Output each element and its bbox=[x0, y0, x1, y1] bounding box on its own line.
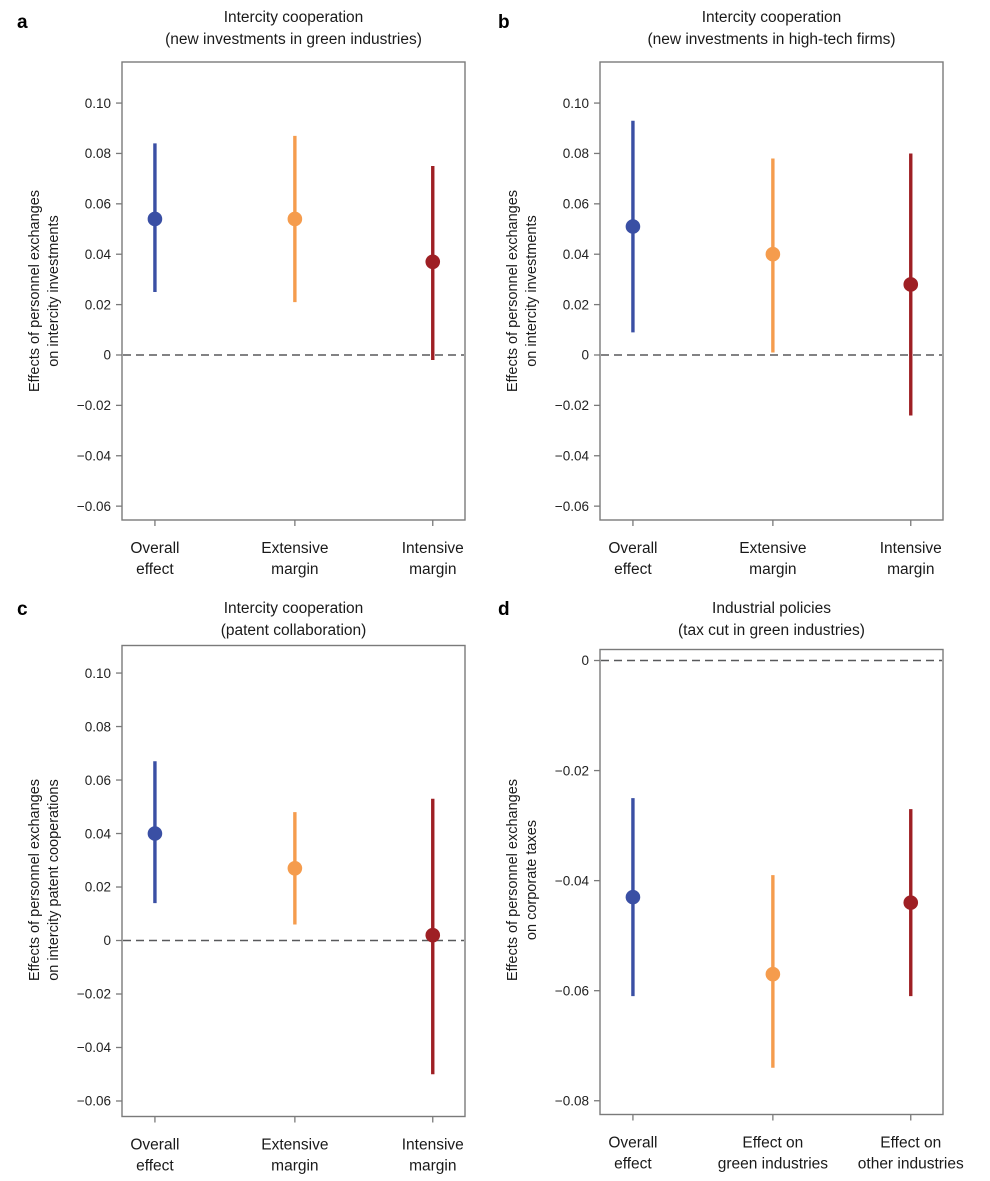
y-tick-label: 0.02 bbox=[85, 297, 111, 312]
y-tick-label: 0 bbox=[581, 653, 589, 668]
plot-box bbox=[599, 61, 944, 521]
y-tick-label: −0.02 bbox=[555, 763, 589, 778]
plot-box bbox=[121, 61, 466, 521]
y-tick-label: −0.06 bbox=[77, 1094, 111, 1109]
y-tick-label: 0.04 bbox=[563, 247, 590, 262]
point-estimate-red bbox=[425, 927, 441, 943]
y-tick-label: −0.02 bbox=[77, 987, 111, 1002]
x-category-label: Effect on green industries bbox=[718, 1135, 829, 1173]
panel-title-b-line1: Intercity cooperation bbox=[701, 9, 842, 26]
panel-title-d-line2: (tax cut in green industries) bbox=[678, 622, 865, 639]
y-tick-label: −0.02 bbox=[77, 398, 111, 413]
x-category-label: Intensive margin bbox=[880, 540, 942, 578]
point-estimate-orange bbox=[765, 246, 781, 262]
x-category-label: Extensive margin bbox=[261, 540, 328, 578]
x-category-label: Overall effect bbox=[130, 1137, 179, 1175]
y-tick-label: 0.06 bbox=[85, 773, 111, 788]
y-tick-label: 0.02 bbox=[85, 880, 111, 895]
x-category-label: Intensive margin bbox=[402, 1137, 464, 1175]
y-tick-label: 0.08 bbox=[85, 146, 111, 161]
point-estimate-blue bbox=[625, 219, 641, 234]
y-tick-label: 0.10 bbox=[85, 666, 111, 681]
panel-letter-d: d bbox=[498, 599, 510, 620]
point-estimate-orange bbox=[765, 966, 781, 982]
y-tick-label: 0.06 bbox=[85, 197, 111, 212]
point-estimate-orange bbox=[287, 211, 303, 227]
x-category-label: Effect on other industries bbox=[858, 1135, 964, 1173]
point-estimate-blue bbox=[147, 211, 163, 227]
panel-c: c Intercity cooperation (patent collabor… bbox=[0, 590, 495, 1181]
x-category-label: Extensive margin bbox=[739, 540, 806, 578]
y-tick-label: −0.04 bbox=[555, 873, 590, 888]
y-tick-label: 0.06 bbox=[563, 197, 589, 212]
panel-letter-c: c bbox=[17, 599, 28, 620]
x-category-label: Overall effect bbox=[608, 540, 657, 578]
y-tick-label: −0.06 bbox=[555, 499, 589, 514]
panel-d: d Industrial policies (tax cut in green … bbox=[495, 590, 990, 1181]
x-category-label: Extensive margin bbox=[261, 1137, 328, 1175]
y-tick-label: 0.08 bbox=[563, 146, 589, 161]
y-tick-label: −0.04 bbox=[555, 448, 590, 463]
y-tick-label: 0.04 bbox=[85, 826, 112, 841]
point-estimate-red bbox=[425, 254, 441, 270]
point-estimate-orange bbox=[287, 860, 303, 876]
y-tick-label: 0 bbox=[103, 348, 111, 363]
panel-a: a Intercity cooperation (new investments… bbox=[0, 0, 495, 590]
point-estimate-blue bbox=[625, 889, 641, 905]
panel-title-b-line2: (new investments in high-tech firms) bbox=[647, 31, 896, 48]
x-category-label: Overall effect bbox=[130, 540, 179, 578]
y-tick-label: 0.02 bbox=[563, 297, 589, 312]
y-tick-label: 0 bbox=[581, 348, 589, 363]
panel-title-d: Industrial policies (tax cut in green in… bbox=[600, 598, 943, 642]
panel-title-b: Intercity cooperation (new investments i… bbox=[600, 7, 943, 51]
panel-title-a: Intercity cooperation (new investments i… bbox=[122, 7, 465, 51]
point-estimate-blue bbox=[147, 826, 163, 841]
y-tick-label: −0.08 bbox=[555, 1093, 589, 1108]
point-estimate-red bbox=[903, 895, 919, 910]
x-category-label: Overall effect bbox=[608, 1135, 657, 1173]
y-tick-label: −0.06 bbox=[77, 499, 111, 514]
panel-title-d-line1: Industrial policies bbox=[712, 600, 831, 617]
plot-box bbox=[121, 644, 466, 1118]
plot-area-b: 0.10 0.08 0.06 0.04 0.02 0 −0.02 −0.04 −0.06 Over… bbox=[555, 61, 944, 578]
panel-letter-b: b bbox=[498, 12, 510, 33]
y-tick-label: −0.06 bbox=[555, 983, 589, 998]
panel-b: b Intercity cooperation (new investments… bbox=[495, 0, 990, 590]
point-estimate-red bbox=[903, 277, 919, 292]
panel-letter-a: a bbox=[17, 12, 28, 33]
panel-title-a-line2: (new investments in green industries) bbox=[165, 31, 422, 48]
y-tick-label: −0.04 bbox=[77, 1040, 112, 1055]
y-tick-label: 0.10 bbox=[85, 96, 111, 111]
panel-title-c-line1: Intercity cooperation bbox=[223, 600, 364, 617]
panel-title-c-line2: (patent collaboration) bbox=[220, 622, 367, 639]
y-tick-label: −0.04 bbox=[77, 448, 112, 463]
y-tick-label: 0.08 bbox=[85, 719, 111, 734]
y-tick-label: −0.02 bbox=[555, 398, 589, 413]
panel-title-a-line1: Intercity cooperation bbox=[223, 9, 364, 26]
y-tick-label: 0.10 bbox=[563, 96, 589, 111]
plot-area-d: 0 −0.02 −0.04 −0.06 −0.08 Overall effect Effect… bbox=[555, 648, 964, 1173]
x-category-label: Intensive margin bbox=[402, 540, 464, 578]
panel-title-c: Intercity cooperation (patent collaborat… bbox=[122, 598, 465, 642]
y-tick-label: 0.04 bbox=[85, 247, 112, 262]
plot-area-c: 0.10 0.08 0.06 0.04 0.02 0 −0.02 −0.04 −0.06 Over… bbox=[77, 644, 466, 1175]
plot-area-a: 0.10 0.08 0.06 0.04 0.02 0 −0.02 −0.04 −0.06 Over… bbox=[77, 61, 466, 578]
y-tick-label: 0 bbox=[103, 933, 111, 948]
plot-box bbox=[599, 648, 944, 1116]
